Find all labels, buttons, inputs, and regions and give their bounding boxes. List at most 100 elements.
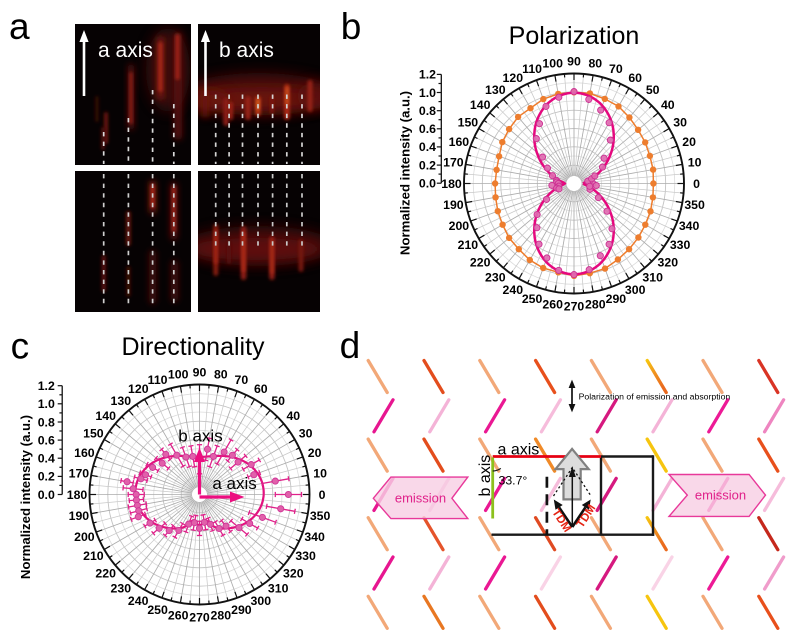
- svg-text:200: 200: [449, 219, 470, 233]
- svg-text:300: 300: [251, 594, 272, 608]
- svg-text:0.4: 0.4: [38, 452, 55, 466]
- svg-text:210: 210: [83, 549, 104, 563]
- svg-text:60: 60: [628, 71, 642, 85]
- svg-text:210: 210: [458, 238, 479, 252]
- svg-text:0: 0: [319, 488, 326, 502]
- svg-text:260: 260: [168, 609, 189, 623]
- svg-text:20: 20: [308, 446, 322, 460]
- svg-text:0.8: 0.8: [419, 104, 436, 118]
- svg-text:40: 40: [286, 409, 300, 423]
- svg-text:a: a: [9, 6, 30, 47]
- svg-text:0: 0: [693, 177, 700, 191]
- svg-text:30: 30: [299, 427, 313, 441]
- svg-text:120: 120: [503, 71, 524, 85]
- svg-text:100: 100: [168, 367, 189, 381]
- svg-text:290: 290: [606, 292, 627, 306]
- svg-text:1.0: 1.0: [419, 86, 436, 100]
- svg-text:170: 170: [69, 467, 90, 481]
- svg-text:50: 50: [271, 394, 285, 408]
- svg-text:190: 190: [69, 509, 90, 523]
- svg-text:10: 10: [688, 156, 702, 170]
- svg-text:160: 160: [74, 446, 95, 460]
- svg-text:20: 20: [682, 135, 696, 149]
- svg-text:Normalized intensity (a.u.): Normalized intensity (a.u.): [397, 91, 412, 255]
- svg-text:b axis: b axis: [219, 39, 274, 62]
- svg-text:350: 350: [310, 509, 331, 523]
- svg-text:a axis: a axis: [498, 442, 540, 459]
- svg-text:230: 230: [485, 271, 506, 285]
- svg-text:330: 330: [295, 549, 316, 563]
- svg-text:0.4: 0.4: [419, 140, 436, 154]
- svg-text:1.0: 1.0: [38, 397, 55, 411]
- svg-text:300: 300: [625, 283, 646, 297]
- svg-text:Polarization of emission and a: Polarization of emission and absorption: [579, 392, 731, 402]
- svg-text:320: 320: [658, 256, 679, 270]
- svg-text:250: 250: [522, 292, 543, 306]
- svg-text:50: 50: [646, 83, 660, 97]
- svg-text:270: 270: [564, 299, 585, 313]
- svg-text:290: 290: [231, 603, 252, 617]
- svg-text:310: 310: [268, 582, 289, 596]
- svg-text:a axis: a axis: [98, 39, 153, 62]
- svg-text:220: 220: [470, 256, 491, 270]
- svg-text:b axis: b axis: [178, 427, 222, 446]
- svg-text:1.2: 1.2: [419, 68, 436, 82]
- svg-text:140: 140: [470, 98, 491, 112]
- svg-text:190: 190: [443, 198, 464, 212]
- svg-text:c: c: [11, 325, 30, 366]
- svg-text:130: 130: [111, 394, 132, 408]
- svg-text:0.6: 0.6: [419, 122, 436, 136]
- svg-text:170: 170: [443, 156, 464, 170]
- svg-text:Normalized intensity (a.u.): Normalized intensity (a.u.): [18, 415, 33, 579]
- svg-text:60: 60: [254, 382, 268, 396]
- svg-text:0.8: 0.8: [38, 415, 55, 429]
- svg-text:240: 240: [503, 283, 524, 297]
- svg-text:33.7°: 33.7°: [499, 473, 528, 487]
- svg-text:b axis: b axis: [477, 455, 494, 497]
- svg-text:110: 110: [522, 62, 542, 76]
- svg-text:0.0: 0.0: [38, 488, 55, 502]
- svg-text:90: 90: [193, 365, 207, 379]
- svg-text:310: 310: [642, 271, 663, 285]
- svg-text:1.2: 1.2: [38, 379, 55, 393]
- svg-text:0.0: 0.0: [419, 177, 436, 191]
- svg-text:120: 120: [128, 382, 149, 396]
- svg-text:0.2: 0.2: [38, 470, 55, 484]
- svg-text:0.2: 0.2: [419, 158, 436, 172]
- svg-text:150: 150: [458, 116, 479, 130]
- svg-text:200: 200: [74, 530, 95, 544]
- svg-text:90: 90: [567, 54, 581, 68]
- svg-text:40: 40: [661, 98, 675, 112]
- svg-text:240: 240: [128, 594, 149, 608]
- svg-text:30: 30: [673, 116, 687, 130]
- svg-text:340: 340: [304, 530, 325, 544]
- svg-text:250: 250: [147, 603, 168, 617]
- svg-text:130: 130: [485, 83, 506, 97]
- svg-text:b: b: [341, 6, 362, 47]
- svg-text:330: 330: [670, 238, 691, 252]
- svg-text:a axis: a axis: [212, 474, 256, 493]
- svg-text:80: 80: [214, 367, 228, 381]
- svg-text:150: 150: [83, 427, 104, 441]
- svg-text:340: 340: [679, 219, 700, 233]
- svg-text:110: 110: [148, 373, 168, 387]
- svg-text:d: d: [340, 325, 361, 366]
- svg-text:100: 100: [542, 56, 563, 70]
- svg-text:emission: emission: [695, 488, 746, 503]
- svg-text:230: 230: [111, 582, 132, 596]
- svg-text:70: 70: [235, 373, 249, 387]
- svg-text:350: 350: [684, 198, 705, 212]
- svg-text:140: 140: [95, 409, 116, 423]
- svg-text:80: 80: [588, 56, 602, 70]
- svg-text:220: 220: [95, 567, 116, 581]
- svg-text:0.6: 0.6: [38, 433, 55, 447]
- svg-text:emission: emission: [395, 491, 446, 506]
- svg-text:Polarization: Polarization: [509, 22, 640, 50]
- svg-text:180: 180: [67, 488, 88, 502]
- svg-text:260: 260: [542, 298, 563, 312]
- svg-text:Directionality: Directionality: [121, 333, 265, 361]
- svg-text:160: 160: [449, 135, 470, 149]
- svg-text:70: 70: [609, 62, 623, 76]
- svg-text:270: 270: [189, 610, 210, 624]
- svg-text:10: 10: [313, 467, 327, 481]
